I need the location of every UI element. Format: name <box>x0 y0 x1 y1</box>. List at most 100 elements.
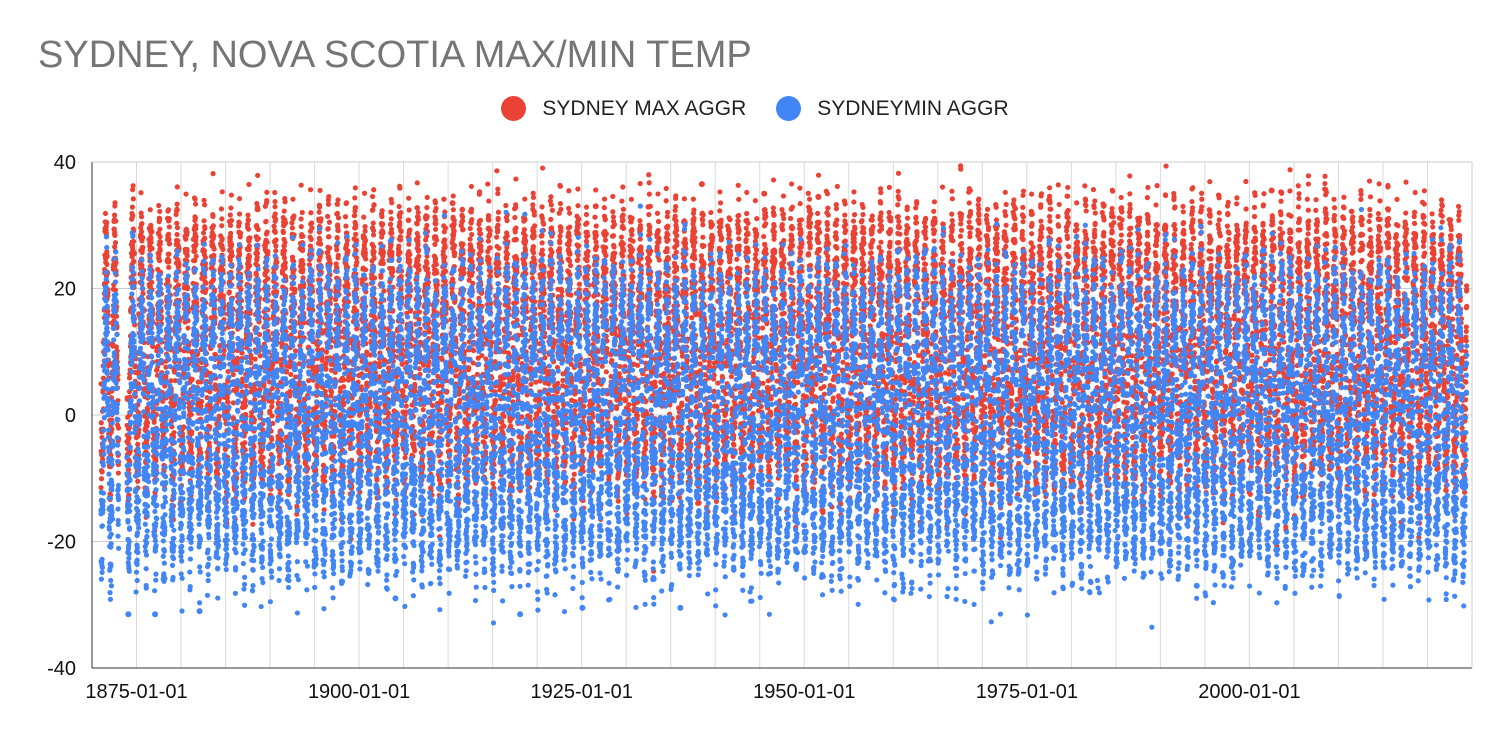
data-point-max <box>115 470 121 476</box>
data-point-max <box>282 265 288 271</box>
data-point-max <box>193 241 199 247</box>
data-point-max <box>242 403 249 409</box>
data-point-max <box>157 239 163 245</box>
data-point-max <box>156 258 163 264</box>
data-point-max <box>504 251 511 257</box>
data-point-max <box>442 242 448 248</box>
data-point-max <box>272 211 278 217</box>
data-point-max <box>245 226 252 232</box>
data-point-max <box>130 213 136 219</box>
data-point-max <box>282 260 288 266</box>
data-point-max <box>174 220 180 226</box>
data-point-max <box>352 225 359 231</box>
data-point-max <box>496 245 502 251</box>
data-point-max <box>469 231 475 238</box>
data-point-max <box>432 256 439 262</box>
data-point-max <box>415 234 421 240</box>
data-point-max <box>385 410 392 417</box>
data-point-max <box>227 212 233 218</box>
data-point-max <box>100 375 107 381</box>
data-point-max <box>192 248 198 255</box>
data-point-max <box>388 216 394 222</box>
data-point-max <box>513 236 519 243</box>
data-point-max <box>309 225 315 231</box>
data-point-max <box>434 270 440 276</box>
data-point-max <box>98 485 104 491</box>
legend-item-max[interactable]: SYDNEY MAX AGGR <box>501 96 746 121</box>
data-point-max <box>407 251 413 258</box>
data-point-max <box>210 171 216 177</box>
data-point-max <box>273 243 279 249</box>
data-point-max <box>341 384 347 390</box>
data-point-max <box>399 361 405 367</box>
data-point-max <box>210 213 216 220</box>
data-point-max <box>147 207 153 213</box>
data-point-max <box>487 228 493 234</box>
legend-item-min[interactable]: SYDNEYMIN AGGR <box>776 96 1009 121</box>
data-point-max <box>149 229 155 235</box>
data-point-max <box>494 234 500 240</box>
data-point-max <box>142 385 148 392</box>
data-point-max <box>371 249 377 255</box>
data-point-max <box>220 246 226 252</box>
legend-swatch-max <box>501 96 527 121</box>
data-point-max <box>202 225 208 232</box>
data-point-max <box>416 267 422 273</box>
data-point-max <box>370 232 377 238</box>
data-point-max <box>362 250 368 256</box>
data-point-max <box>299 247 306 254</box>
data-point-max <box>466 365 472 371</box>
data-point-max <box>513 225 519 231</box>
data-point-max <box>219 189 225 195</box>
data-point-max <box>406 217 412 223</box>
data-point-max <box>265 276 271 282</box>
data-point-max <box>281 208 287 214</box>
data-point-max <box>102 210 109 217</box>
data-point-max <box>280 229 287 236</box>
data-point-max <box>165 278 171 284</box>
data-point-max <box>126 435 132 441</box>
data-point-max <box>371 275 378 281</box>
data-point-max <box>144 420 151 426</box>
data-point-max <box>393 440 399 447</box>
data-point-max <box>424 260 430 266</box>
data-point-max <box>495 222 501 228</box>
data-point-max <box>260 454 266 461</box>
data-point-max <box>138 190 144 196</box>
data-point-max <box>227 222 234 228</box>
data-point-max <box>398 228 404 234</box>
data-point-max <box>174 184 180 190</box>
data-point-max <box>234 386 240 392</box>
data-point-max <box>371 255 377 261</box>
data-point-max <box>138 229 145 235</box>
data-point-max <box>219 216 225 222</box>
data-point-max <box>132 364 138 370</box>
data-point-max <box>345 281 351 288</box>
data-point-max <box>184 246 190 253</box>
data-point-max <box>318 216 324 222</box>
data-point-max <box>486 217 492 223</box>
data-point-max <box>298 216 304 222</box>
data-point-max <box>242 440 248 446</box>
data-point-max <box>396 203 402 210</box>
data-point-max <box>451 242 458 249</box>
data-point-max <box>112 287 119 293</box>
data-point-max <box>309 220 315 226</box>
data-point-max <box>369 193 376 200</box>
data-point-max <box>226 289 232 295</box>
data-point-max <box>416 253 422 259</box>
data-point-max <box>229 253 235 259</box>
data-point-max <box>412 448 418 454</box>
data-point-max <box>403 403 409 409</box>
data-point-max <box>236 220 242 226</box>
data-point-max <box>135 478 141 484</box>
data-point-max <box>282 199 288 205</box>
data-point-max <box>414 205 421 211</box>
data-point-max <box>188 444 194 450</box>
data-point-max <box>192 215 199 221</box>
data-point-max <box>371 187 377 193</box>
data-point-max <box>274 259 280 265</box>
data-point-max <box>183 191 189 197</box>
data-point-max <box>495 215 501 221</box>
